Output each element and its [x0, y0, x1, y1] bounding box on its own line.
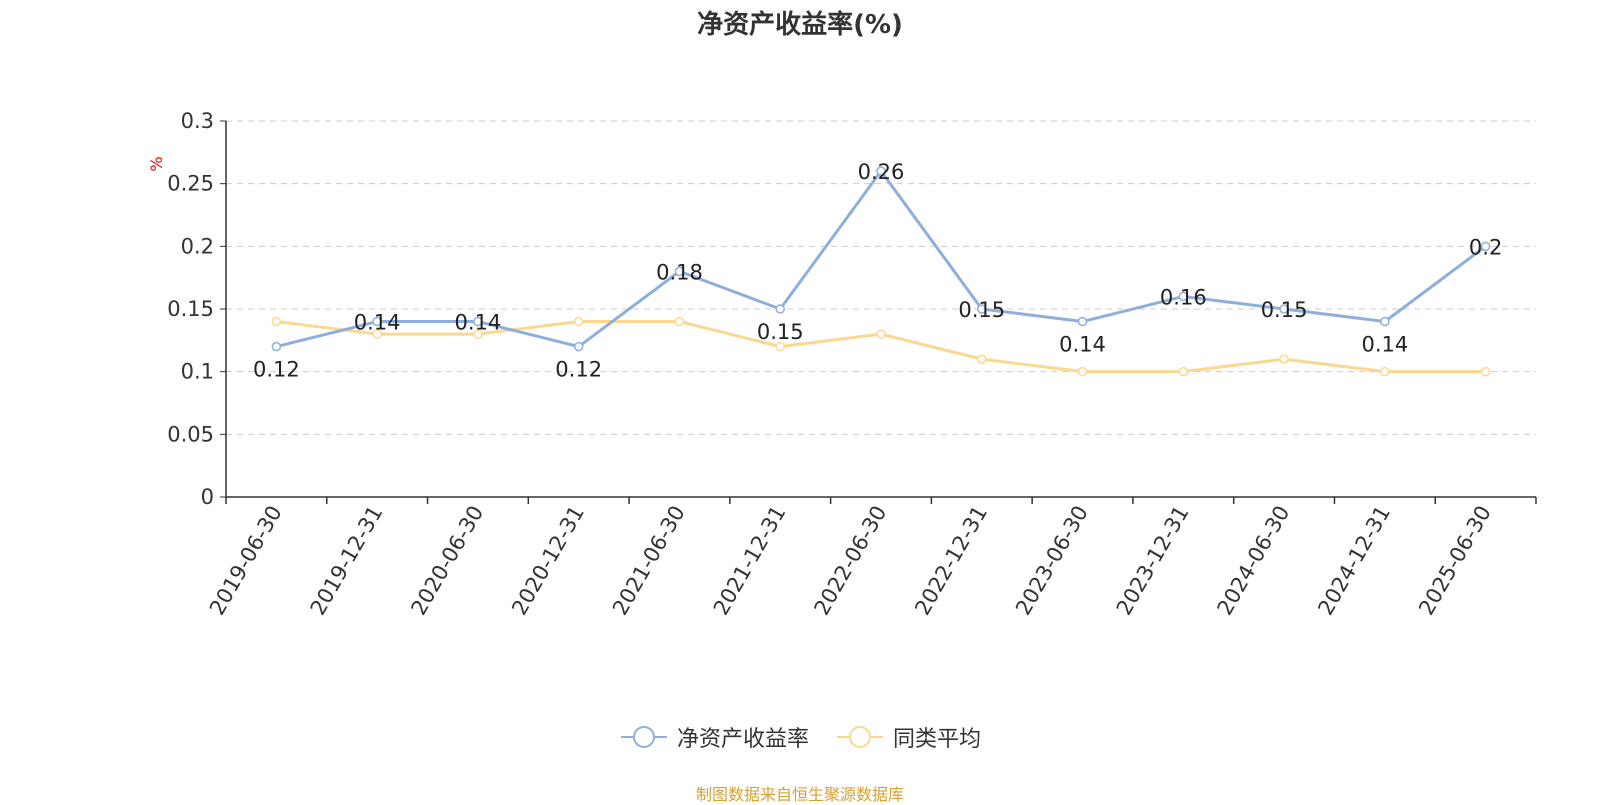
data-point [977, 354, 987, 364]
data-point [1077, 316, 1088, 327]
data-point [977, 304, 987, 314]
data-point [1380, 366, 1390, 377]
grid-lines [226, 120, 1536, 435]
chart-title: 净资产收益率(%) [697, 10, 903, 40]
y-tick-label: 0.05 [167, 422, 214, 446]
data-label: 0.16 [1160, 285, 1207, 309]
y-tick-label: 0.3 [181, 109, 214, 133]
data-label: 0.15 [958, 298, 1005, 322]
data-label: 0.14 [455, 311, 502, 335]
data-point [1178, 366, 1189, 377]
y-tick-label: 0.25 [167, 172, 214, 196]
x-tick-label: 2025-06-30 [1414, 502, 1496, 620]
x-tick-label: 2019-06-30 [205, 502, 287, 620]
y-tick-label: 0.15 [167, 297, 214, 321]
data-point [1178, 291, 1189, 302]
data-point [473, 316, 483, 327]
x-tick-label: 2023-12-31 [1112, 502, 1194, 620]
data-label: 0.2 [1469, 235, 1502, 259]
data-label: 0.26 [858, 160, 905, 184]
data-label: 0.12 [253, 358, 300, 382]
x-tick-label: 2024-12-31 [1313, 502, 1395, 620]
data-point [775, 341, 785, 352]
source-note: 制图数据来自恒生聚源数据库 [695, 785, 904, 804]
x-tick-label: 2020-06-30 [406, 502, 488, 620]
data-point [372, 329, 382, 339]
legend-item-peer-average[interactable]: 同类平均 [835, 721, 981, 753]
x-tick-label: 2021-12-31 [709, 502, 791, 620]
y-axis-unit-label: % [147, 156, 166, 171]
data-point [1077, 366, 1088, 377]
data-label: 0.14 [354, 311, 401, 335]
data-label: 0.15 [757, 320, 804, 344]
data-label: 0.14 [1059, 333, 1106, 357]
legend-label-roe: 净资产收益率 [676, 727, 809, 752]
data-point [573, 341, 584, 352]
data-point [473, 329, 483, 339]
data-point [876, 329, 886, 339]
x-tick-label: 2019-12-31 [306, 502, 388, 620]
data-point [271, 341, 282, 352]
data-label: 0.14 [1361, 333, 1408, 357]
legend-item-roe[interactable]: 净资产收益率 [619, 721, 809, 753]
x-tick-label: 2024-06-30 [1213, 502, 1295, 620]
y-tick-label: 0 [201, 485, 214, 509]
y-tick-label: 0.2 [181, 234, 214, 258]
data-point [674, 316, 685, 327]
data-label: 0.12 [555, 358, 602, 382]
data-label: 0.18 [656, 260, 703, 284]
x-tick-label: 2022-12-31 [910, 502, 992, 620]
data-point [372, 316, 382, 327]
legend-line-circle-icon [837, 726, 883, 748]
x-tick-label: 2020-12-31 [507, 502, 589, 620]
legend: 净资产收益率 同类平均 [0, 722, 1600, 752]
data-point [1380, 316, 1390, 327]
legend-label-peer-average: 同类平均 [893, 727, 982, 752]
data-point [271, 316, 282, 327]
data-point [1480, 366, 1491, 377]
y-tick-label: 0.1 [181, 360, 214, 384]
data-point [1480, 241, 1491, 252]
data-point [876, 166, 886, 176]
data-label: 0.15 [1261, 298, 1308, 322]
data-labels: 0.12 0.14 0.14 0.12 0.18 0.15 0.26 0.15 0.14 0.16… [253, 160, 1502, 381]
x-tick-label: 2022-06-30 [810, 502, 892, 620]
data-point [674, 266, 685, 277]
data-point [573, 316, 584, 327]
data-point [1279, 354, 1289, 364]
legend-line-circle-icon [620, 726, 667, 748]
x-tick-label: 2021-06-30 [608, 502, 690, 620]
data-point [1279, 304, 1289, 314]
series-lines [271, 166, 1491, 377]
data-point [775, 304, 785, 314]
x-tick-label: 2023-06-30 [1011, 502, 1093, 620]
